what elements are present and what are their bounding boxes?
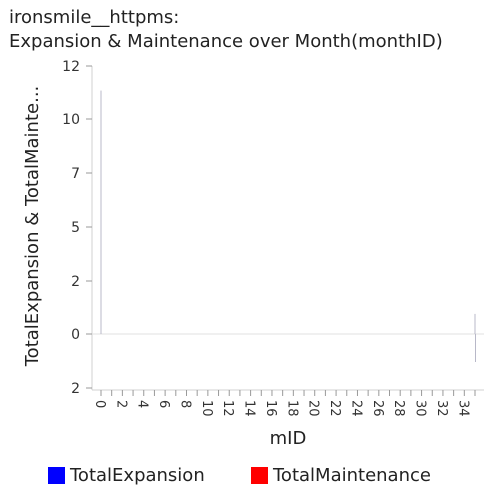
y-tick-label: 10 (62, 112, 80, 128)
legend-item-maintenance: TotalMaintenance (251, 465, 431, 486)
y-ticks: 12 10 7 5 2 0 2 (62, 59, 92, 397)
x-tick-label: 2 (113, 400, 128, 408)
legend-item-expansion: TotalExpansion (48, 465, 205, 486)
x-tick-label: 30 (413, 400, 428, 417)
y-tick-label: 12 (62, 59, 80, 75)
legend-swatch-maintenance (251, 467, 268, 484)
x-tick-label: 6 (156, 400, 171, 408)
bar-maintenance (475, 334, 476, 362)
x-tick-label: 24 (348, 400, 363, 417)
x-tick-label: 18 (284, 400, 299, 417)
x-tick-label: 26 (370, 400, 385, 417)
y-tick-label: 2 (71, 274, 80, 290)
x-ticks: 0 2 4 6 8 10 12 14 16 18 20 22 24 26 28 30 32 34 (92, 390, 475, 417)
x-tick-label: 16 (263, 400, 278, 417)
x-tick-label: 32 (434, 400, 449, 417)
bars (101, 91, 477, 362)
x-tick-label: 4 (135, 400, 150, 408)
x-tick-label: 20 (306, 400, 321, 417)
legend-swatch-expansion (48, 467, 65, 484)
legend: TotalExpansion TotalMaintenance (0, 465, 500, 489)
y-tick-label: 0 (71, 327, 80, 343)
x-tick-label: 34 (455, 400, 470, 417)
x-tick-label: 28 (391, 400, 406, 417)
y-tick-label: 2 (71, 381, 80, 397)
legend-label-expansion: TotalExpansion (70, 465, 205, 486)
x-tick-label: 12 (220, 400, 235, 417)
x-tick-label: 14 (242, 400, 257, 417)
y-tick-label: 5 (71, 220, 80, 236)
axes (92, 66, 484, 390)
x-tick-label: 0 (92, 400, 107, 408)
bar-expansion (101, 91, 102, 334)
y-tick-label: 7 (71, 166, 80, 182)
x-tick-label: 22 (327, 400, 342, 417)
bar-expansion (475, 314, 476, 334)
legend-label-maintenance: TotalMaintenance (273, 465, 431, 486)
x-tick-label: 10 (199, 400, 214, 417)
x-tick-label: 8 (177, 400, 192, 408)
x-axis-label: mID (270, 428, 307, 449)
y-axis-label: TotalExpansion & TotalMainte... (22, 86, 43, 368)
